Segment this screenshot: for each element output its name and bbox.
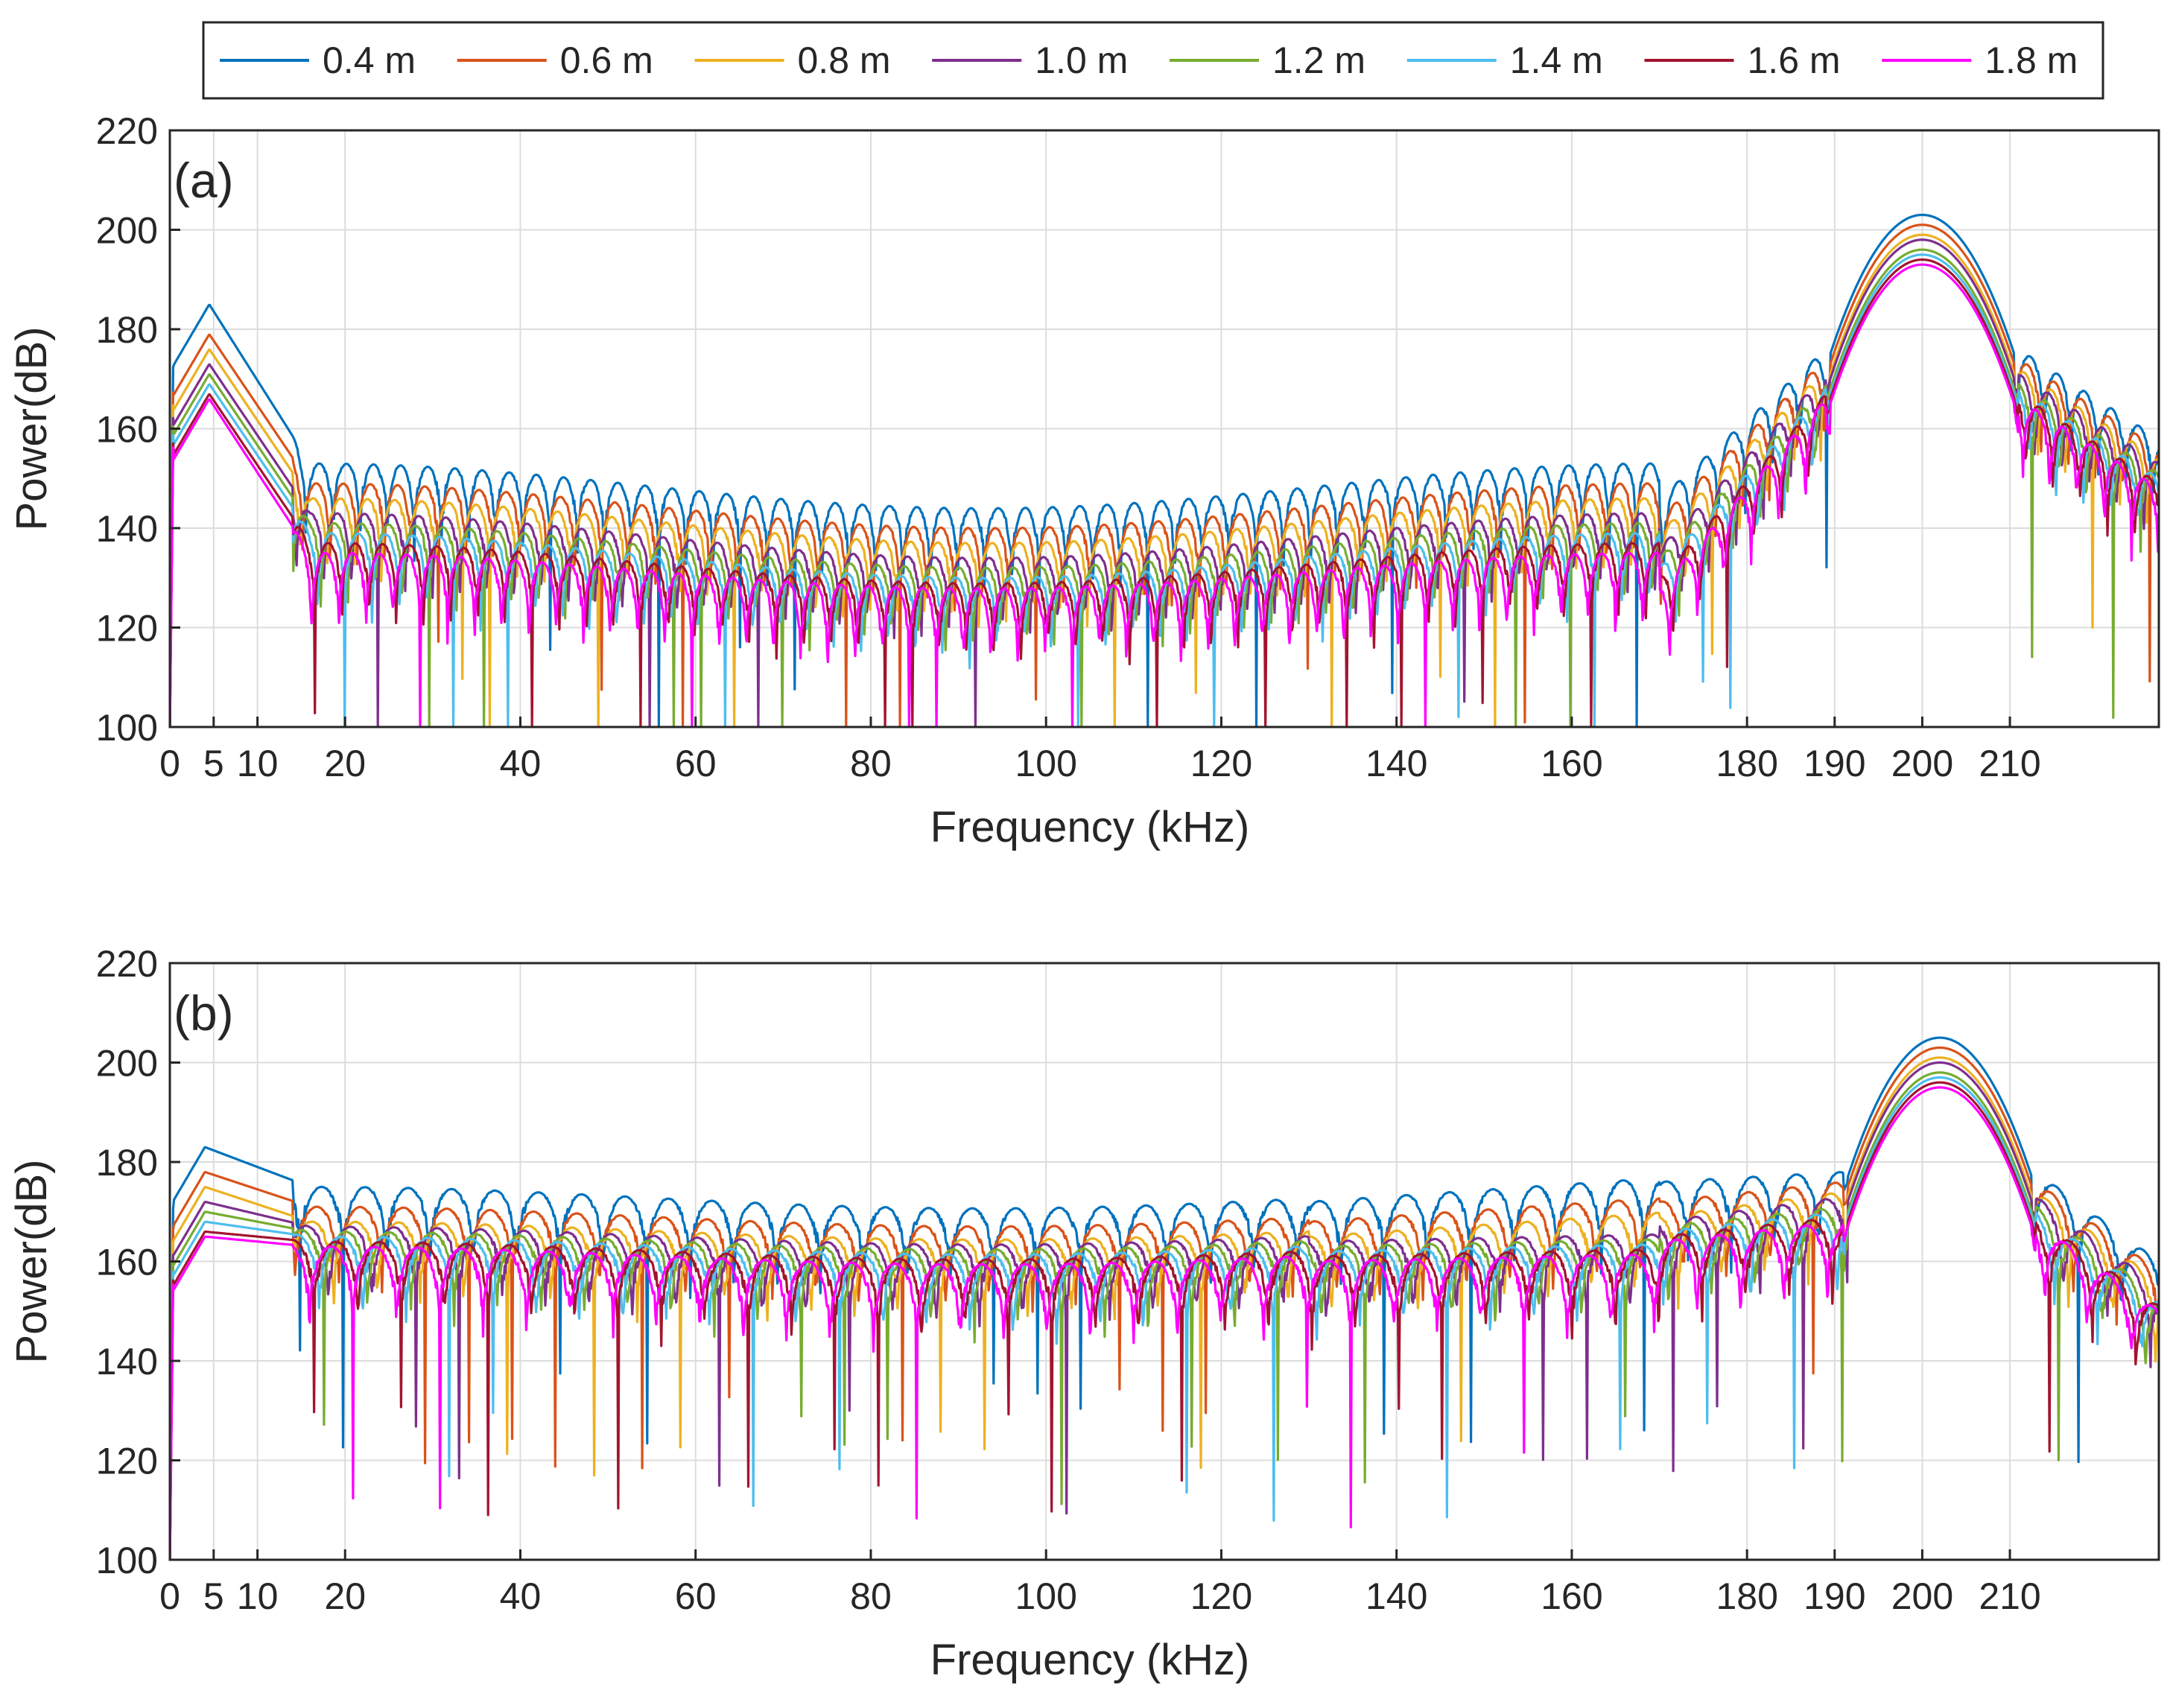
y-tick-label: 120 [96, 1441, 158, 1482]
series-group [170, 1036, 2159, 1560]
x-tick-label: 160 [1541, 1575, 1602, 1617]
legend-label: 1.8 m [1985, 39, 2078, 81]
legend-label: 1.2 m [1272, 39, 1365, 81]
y-tick-label: 200 [96, 1043, 158, 1085]
x-tick-label: 190 [1804, 1575, 1865, 1617]
panel-label: (a) [174, 153, 234, 208]
legend-label: 1.4 m [1510, 39, 1603, 81]
y-tick-label: 140 [96, 508, 158, 550]
x-tick-label: 10 [237, 1575, 279, 1617]
x-tick-label: 120 [1190, 1575, 1252, 1617]
y-tick-label: 140 [96, 1341, 158, 1382]
x-tick-label: 60 [675, 743, 717, 784]
x-tick-label: 180 [1716, 743, 1777, 784]
series-line-1p4m [170, 253, 2159, 727]
panel-b: 0 5 10 20 40 60 80 100 120 140 160 180 190 200 210 100 1… [7, 943, 2160, 1684]
y-tick-label: 160 [96, 1242, 158, 1283]
x-tick-label: 160 [1541, 743, 1602, 784]
x-tick-label: 190 [1804, 743, 1865, 784]
y-tick-label: 120 [96, 608, 158, 650]
y-tick-label: 180 [96, 309, 158, 351]
series-line-1p8m [170, 1086, 2159, 1560]
y-axis-label: Power(dB) [7, 327, 56, 531]
y-tick-label: 160 [96, 409, 158, 451]
legend-label: 1.6 m [1748, 39, 1841, 81]
legend-label: 0.8 m [798, 39, 891, 81]
x-tick-label: 40 [500, 1575, 542, 1617]
y-axis-label: Power(dB) [7, 1160, 56, 1364]
x-tick-label: 140 [1365, 1575, 1427, 1617]
x-tick-label: 20 [324, 743, 366, 784]
x-tick-label: 120 [1190, 743, 1252, 784]
y-tick-label: 180 [96, 1142, 158, 1184]
x-tick-label: 60 [675, 1575, 717, 1617]
x-tick-label: 140 [1365, 743, 1427, 784]
y-tick-label: 220 [96, 110, 158, 152]
series-line-1p8m [170, 263, 2159, 727]
x-axis-label: Frequency (kHz) [930, 1636, 1250, 1684]
x-tick-label: 0 [159, 1575, 180, 1617]
x-tick-label: 210 [1979, 743, 2040, 784]
x-tick-label: 200 [1891, 1575, 1953, 1617]
x-tick-label: 5 [203, 1575, 224, 1617]
x-tick-label: 40 [500, 743, 542, 784]
x-tick-label: 80 [850, 743, 892, 784]
series-line-1p2m [170, 1071, 2159, 1560]
x-tick-label: 200 [1891, 743, 1953, 784]
legend-label: 0.4 m [323, 39, 416, 81]
x-tick-label: 5 [203, 743, 224, 784]
x-tick-label: 100 [1015, 1575, 1076, 1617]
panel-a: 0 5 10 20 40 60 80 100 120 140 160 180 190 200 210 100 1… [7, 110, 2160, 851]
series-group [170, 213, 2159, 727]
x-tick-label: 0 [159, 743, 180, 784]
x-tick-label: 180 [1716, 1575, 1777, 1617]
y-tick-label: 220 [96, 943, 158, 985]
y-tick-label: 200 [96, 210, 158, 252]
panel-label: (b) [174, 985, 234, 1041]
x-axis-label: Frequency (kHz) [930, 803, 1250, 851]
y-tick-label: 100 [96, 1540, 158, 1581]
x-tick-label: 100 [1015, 743, 1076, 784]
legend: 0.4 m 0.6 m 0.8 m 1.0 m 1.2 m 1.4 m 1.6 m 1.8 m [202, 21, 2104, 100]
y-tick-label: 100 [96, 707, 158, 749]
x-tick-label: 20 [324, 1575, 366, 1617]
series-line-1p4m [170, 1076, 2159, 1560]
legend-label: 0.6 m [560, 39, 653, 81]
x-tick-label: 210 [1979, 1575, 2040, 1617]
x-tick-label: 10 [237, 743, 279, 784]
legend-label: 1.0 m [1035, 39, 1128, 81]
x-tick-label: 80 [850, 1575, 892, 1617]
